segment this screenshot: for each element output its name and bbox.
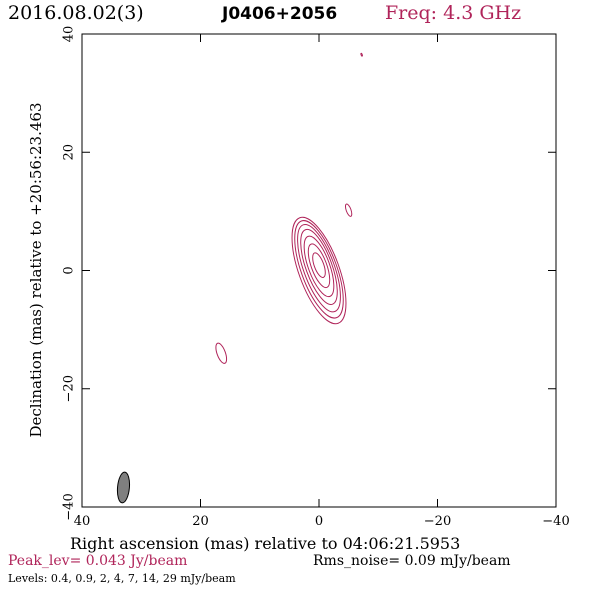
core-contour xyxy=(294,220,344,319)
axis-ticks xyxy=(81,33,557,508)
x-tick-label: 40 xyxy=(74,514,91,529)
core-contour xyxy=(300,228,338,305)
core-contour xyxy=(297,223,341,313)
x-tick-label: −40 xyxy=(542,514,569,529)
component-contour xyxy=(215,342,228,364)
core-contour xyxy=(312,252,326,279)
y-axis-label: Declination (mas) relative to +20:56:23.… xyxy=(27,102,45,438)
y-tick-label: −40 xyxy=(62,493,77,520)
rms-noise: Rms_noise= 0.09 mJy/beam xyxy=(313,553,511,569)
beam-ellipse xyxy=(116,471,131,504)
peak-level: Peak_lev= 0.043 Jy/beam xyxy=(8,553,188,569)
component-contour xyxy=(344,203,353,217)
y-tick-label: 0 xyxy=(62,266,77,274)
component-contour xyxy=(360,52,363,57)
x-tick-label: 0 xyxy=(315,514,323,529)
y-tick-label: −20 xyxy=(62,375,77,402)
core-contour xyxy=(307,243,331,289)
contour-layer xyxy=(116,52,363,504)
x-tick-label: 20 xyxy=(192,514,209,529)
core-contour xyxy=(291,216,347,325)
plot-frame xyxy=(81,33,557,508)
x-tick-label: −20 xyxy=(424,514,451,529)
y-tick-label: 20 xyxy=(62,144,77,161)
contour-levels: Levels: 0.4, 0.9, 2, 4, 7, 14, 29 mJy/be… xyxy=(8,572,236,585)
y-tick-label: 40 xyxy=(62,26,77,43)
core-contour xyxy=(303,235,335,298)
axis-tick-labels: 40 20 0 −20 −40 −40 −20 0 20 40 xyxy=(62,26,570,529)
source-name: J0406+2056 xyxy=(222,4,338,24)
observation-date: 2016.08.02(3) xyxy=(8,2,144,24)
frequency-label: Freq: 4.3 GHz xyxy=(385,2,522,24)
x-axis-label: Right ascension (mas) relative to 04:06:… xyxy=(70,534,461,553)
